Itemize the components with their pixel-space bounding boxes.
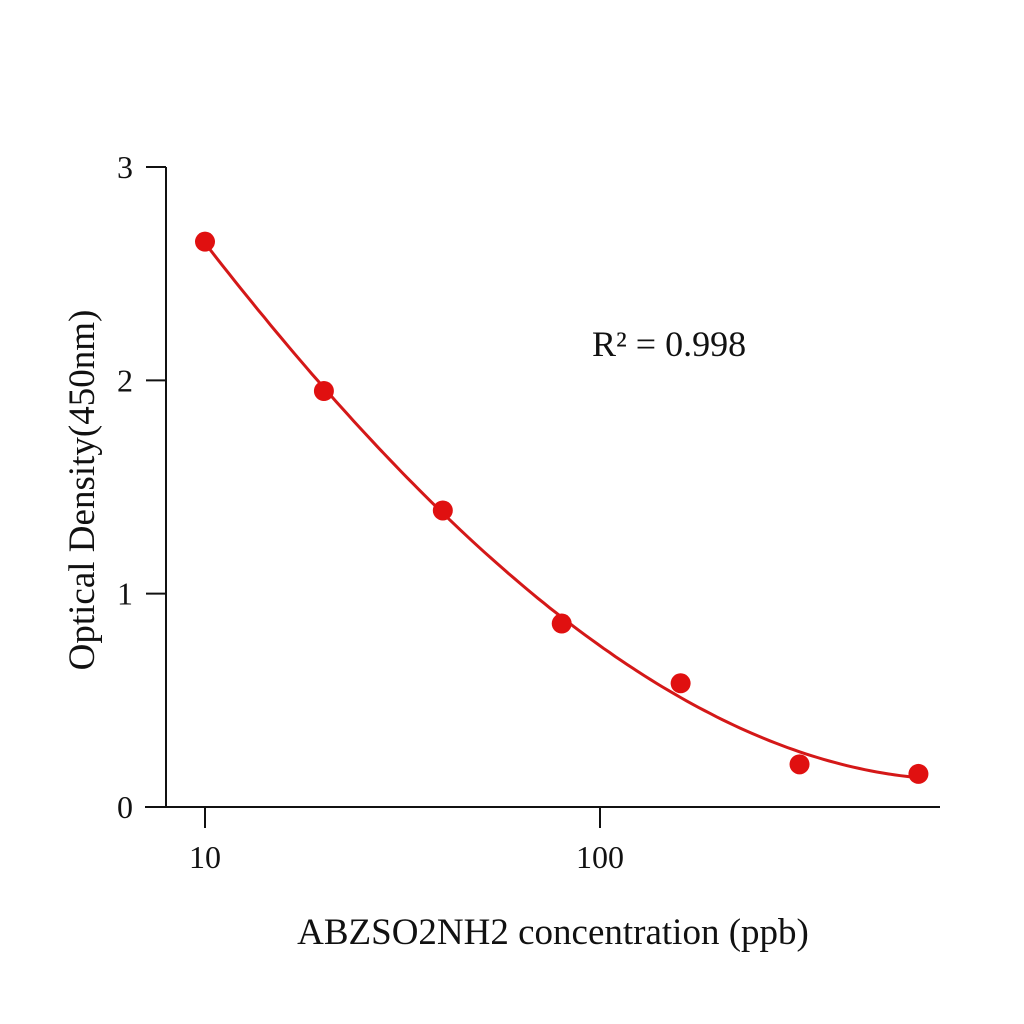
x-tick-label: 100 xyxy=(576,839,624,875)
data-point xyxy=(313,381,334,402)
r-squared-annotation: R² = 0.998 xyxy=(592,324,746,364)
x-axis-label: ABZSO2NH2 concentration (ppb) xyxy=(297,912,809,953)
data-point xyxy=(195,231,215,252)
data-point xyxy=(908,763,929,784)
y-tick-label: 3 xyxy=(117,149,133,185)
axes xyxy=(145,167,940,808)
y-tick-label: 0 xyxy=(117,789,133,825)
x-tick-label: 10 xyxy=(189,839,221,875)
fit-curve xyxy=(203,242,919,780)
y-tick-label: 1 xyxy=(117,576,133,612)
data-point xyxy=(789,754,810,775)
data-point xyxy=(432,500,453,521)
data-point xyxy=(551,613,572,634)
y-tick-label: 2 xyxy=(117,362,133,398)
data-point xyxy=(670,673,691,694)
y-axis-label: Optical Density(450nm) xyxy=(62,310,103,671)
